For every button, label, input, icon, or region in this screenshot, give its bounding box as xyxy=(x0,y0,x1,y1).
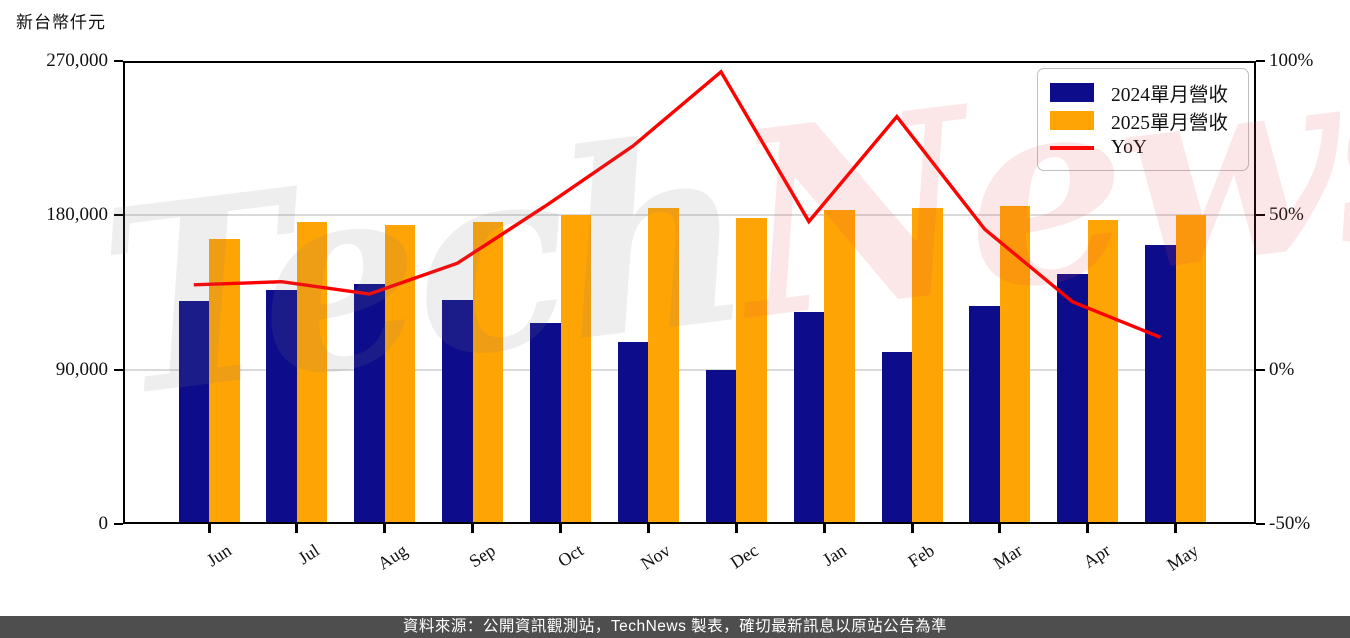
bar-2025-Oct xyxy=(560,215,592,524)
x-tick-Apr xyxy=(1086,524,1090,533)
x-tick-Sep xyxy=(471,524,475,533)
right-axis-label-0%: 0% xyxy=(1269,358,1295,380)
bar-2025-Dec xyxy=(736,217,767,524)
x-axis-label-Nov: Nov xyxy=(637,540,675,574)
plot-area xyxy=(123,61,1256,524)
gridline-90000 xyxy=(123,368,1256,371)
bar-2025-Nov xyxy=(648,208,679,524)
bar-2025-Jun xyxy=(209,239,240,524)
legend-label-2024: 2024單月營收 xyxy=(1111,84,1229,106)
bar-2024-Apr xyxy=(1057,273,1088,524)
right-axis-label--50%: -50% xyxy=(1269,513,1311,534)
legend-item-yoy: YoY xyxy=(1050,134,1236,162)
left-tick-180,000 xyxy=(114,214,123,217)
legend-label-2025: 2025單月營收 xyxy=(1111,112,1229,134)
x-tick-Oct xyxy=(559,524,563,533)
left-tick-90,000 xyxy=(114,368,123,371)
yoy-line xyxy=(193,69,1162,339)
legend-item-2025: 2025單月營收 xyxy=(1050,106,1236,134)
x-axis-label-Aug: Aug xyxy=(373,540,411,574)
legend-label-yoy: YoY xyxy=(1111,137,1147,158)
legend-line-swatch-yoy xyxy=(1050,146,1094,150)
x-tick-May xyxy=(1174,524,1178,533)
left-axis-label-270,000: 270,000 xyxy=(46,50,108,71)
legend-item-2024: 2024單月營收 xyxy=(1050,78,1236,106)
bar-2025-Mar xyxy=(999,205,1031,524)
x-axis-label-Dec: Dec xyxy=(726,540,763,573)
right-tick-0% xyxy=(1256,368,1265,371)
bar-2025-May xyxy=(1175,215,1207,524)
x-axis-label-Jun: Jun xyxy=(203,540,235,571)
right-axis-label-50%: 50% xyxy=(1269,204,1304,226)
x-axis-label-Jan: Jan xyxy=(819,540,851,570)
left-tick-270,000 xyxy=(114,60,123,62)
left-axis-label-180,000: 180,000 xyxy=(46,204,108,226)
bar-2024-Jun xyxy=(178,301,209,524)
footer-source-bar: 資料來源：公開資訊觀測站，TechNews 製表，確切最新訊息以原站公告為準 xyxy=(0,616,1350,638)
bar-2024-Sep xyxy=(442,300,473,524)
x-tick-Dec xyxy=(734,524,738,533)
x-axis-label-Feb: Feb xyxy=(904,540,938,572)
bar-2024-Mar xyxy=(969,306,1000,524)
legend-swatch-2024 xyxy=(1050,82,1094,102)
bar-2025-Jul xyxy=(296,222,328,524)
bar-2024-May xyxy=(1145,244,1176,524)
bar-2024-Dec xyxy=(705,369,737,524)
bar-2024-Nov xyxy=(617,342,649,524)
x-tick-Mar xyxy=(998,524,1002,533)
x-axis-label-Mar: Mar xyxy=(989,540,1026,574)
bar-2024-Feb xyxy=(881,351,913,524)
x-tick-Aug xyxy=(383,524,387,533)
gridline-180000 xyxy=(123,214,1256,217)
x-axis-label-Apr: Apr xyxy=(1079,540,1114,573)
x-axis-label-Sep: Sep xyxy=(464,540,499,572)
bar-2025-Feb xyxy=(912,208,943,524)
x-tick-Jan xyxy=(822,524,826,533)
right-tick-100% xyxy=(1256,60,1265,62)
right-tick--50% xyxy=(1256,523,1265,525)
bar-2024-Oct xyxy=(530,322,561,524)
x-tick-Jul xyxy=(295,524,299,533)
legend: 2024單月營收 2025單月營收 YoY xyxy=(1037,68,1249,171)
x-tick-Jun xyxy=(207,524,211,533)
bar-2025-Sep xyxy=(472,222,504,524)
left-axis-label-90,000: 90,000 xyxy=(55,358,108,380)
x-tick-Nov xyxy=(646,524,650,533)
right-axis-label-100%: 100% xyxy=(1269,50,1314,71)
x-tick-Feb xyxy=(910,524,914,533)
x-axis-label-May: May xyxy=(1163,540,1202,575)
right-tick-50% xyxy=(1256,214,1265,217)
x-axis-label-Oct: Oct xyxy=(553,540,587,571)
legend-swatch-2025 xyxy=(1050,110,1094,130)
footer-source-text: 資料來源：公開資訊觀測站，TechNews 製表，確切最新訊息以原站公告為準 xyxy=(402,618,948,635)
bar-2025-Jan xyxy=(824,210,855,524)
left-axis-label-0: 0 xyxy=(98,513,109,534)
bar-2025-Apr xyxy=(1087,219,1119,524)
bar-2025-Aug xyxy=(384,224,416,524)
bar-2024-Aug xyxy=(354,283,385,524)
bar-2024-Jul xyxy=(266,289,297,524)
y-axis-unit-label: 新台幣仟元 xyxy=(16,13,106,32)
bar-2024-Jan xyxy=(793,312,825,524)
left-tick-0 xyxy=(114,523,123,525)
x-axis-label-Jul: Jul xyxy=(294,540,323,569)
